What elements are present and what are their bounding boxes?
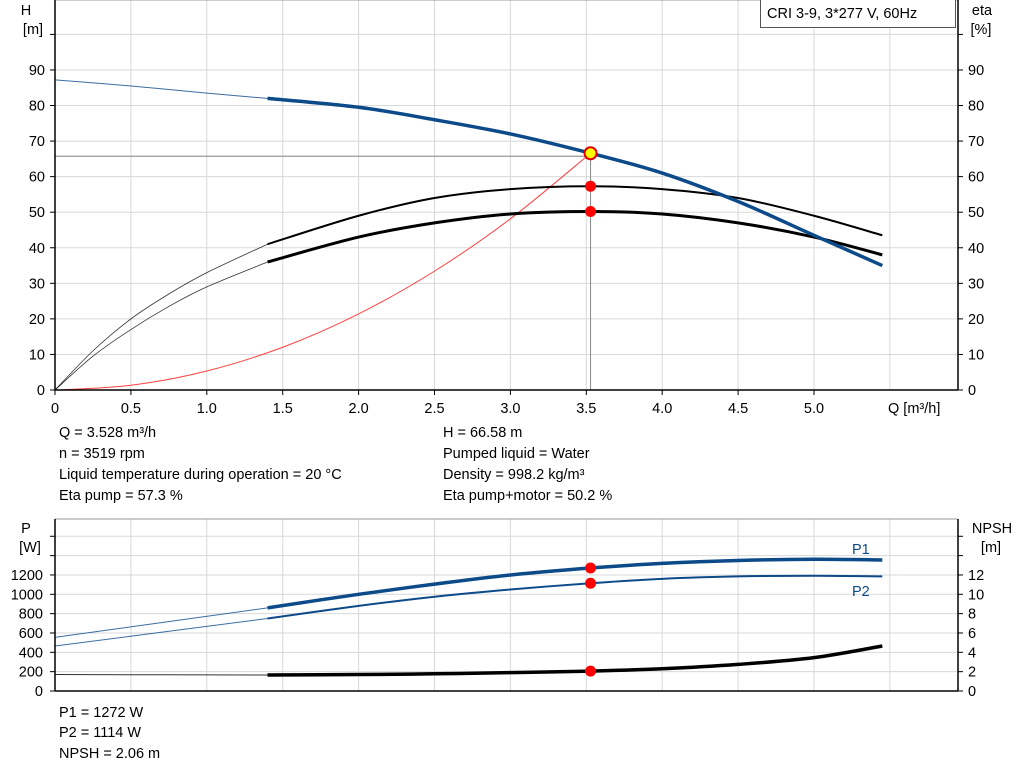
x-tick-label: 3.5 (576, 401, 596, 417)
npsh-tick-label: 4 (968, 645, 976, 661)
p-tick-label: 400 (19, 645, 43, 661)
p2-curve (267, 574, 883, 620)
system-curve (54, 152, 591, 391)
p2-curve-extrapolated (54, 617, 268, 647)
axis-labels: H [m] eta [%] Q [m³/h] P [W] NPSH [m] P1… (19, 3, 1012, 600)
x-tick-label: 5.0 (804, 401, 824, 417)
pump-model-title: CRI 3-9, 3*277 V, 60Hz (767, 6, 918, 22)
eta-pump-curve-extrapolated (54, 243, 268, 391)
p-tick-label: 0 (35, 684, 43, 700)
p2-series-label: P2 (852, 584, 870, 600)
curves (54, 79, 884, 677)
x-tick-label: 1.5 (273, 401, 293, 417)
eta-axis-name: eta (972, 3, 993, 19)
npsh-axis-name: NPSH (972, 521, 1012, 537)
x-tick-label: 4.5 (728, 401, 748, 417)
h-tick-label: 30 (29, 276, 45, 292)
h-tick-label: 0 (37, 383, 45, 399)
info-eta-pump: Eta pump = 57.3 % (59, 488, 183, 504)
p-tick-label: 800 (19, 607, 43, 623)
eta-pump-point (585, 180, 597, 192)
npsh-curve (267, 644, 883, 677)
info-eta-pump-motor: Eta pump+motor = 50.2 % (443, 488, 613, 504)
eta-tick-label: 10 (968, 347, 984, 363)
info-liquid: Pumped liquid = Water (443, 446, 590, 462)
npsh-tick-label: 10 (968, 587, 984, 603)
info-density: Density = 998.2 kg/m³ (443, 467, 585, 483)
eta-tick-label: 90 (968, 63, 984, 79)
x-tick-label: 4.0 (652, 401, 672, 417)
p-axis-unit: [W] (19, 540, 41, 556)
head-curve-extrapolated (54, 79, 268, 99)
p-tick-label: 600 (19, 626, 43, 642)
npsh-tick-label: 2 (968, 665, 976, 681)
p-tick-label: 1000 (11, 587, 43, 603)
eta-tick-label: 70 (968, 134, 984, 150)
eta-tick-label: 40 (968, 241, 984, 257)
eta-axis-unit: [%] (971, 22, 992, 38)
p1-point (585, 562, 597, 574)
eta-tick-label: 60 (968, 170, 984, 186)
bottom-chart-grid (55, 519, 958, 691)
npsh-tick-label: 6 (968, 626, 976, 642)
eta-pump-motor-point (585, 205, 597, 217)
eta-tick-label: 0 (968, 383, 976, 399)
p-tick-label: 1200 (11, 568, 43, 584)
h-axis-name: H (21, 3, 31, 19)
info-p2: P2 = 1114 W (59, 725, 142, 741)
duty-point (583, 146, 598, 161)
h-axis-unit: [m] (23, 22, 43, 38)
p1-series-label: P1 (852, 542, 870, 558)
eta-pump-motor-curve-extrapolated (54, 261, 268, 391)
p-tick-label: 200 (19, 665, 43, 681)
legend-box: CRI 3-9, 3*277 V, 60Hz (760, 0, 956, 28)
info-flow: Q = 3.528 m³/h (59, 425, 157, 441)
npsh-tick-label: 0 (968, 684, 976, 700)
eta-tick-label: 30 (968, 276, 984, 292)
top-chart-grid (55, 0, 958, 390)
h-tick-label: 60 (29, 170, 45, 186)
info-head: H = 66.58 m (443, 425, 523, 441)
info-p1: P1 = 1272 W (59, 705, 144, 721)
h-tick-label: 50 (29, 205, 45, 221)
h-tick-label: 70 (29, 134, 45, 150)
npsh-axis-unit: [m] (981, 540, 1001, 556)
x-tick-label: 3.0 (500, 401, 520, 417)
info-speed: n = 3519 rpm (59, 446, 145, 462)
h-tick-label: 10 (29, 347, 45, 363)
eta-tick-label: 20 (968, 312, 984, 328)
p1-curve-extrapolated (54, 607, 268, 638)
p2-point (585, 577, 597, 589)
x-tick-label: 2.0 (349, 401, 369, 417)
npsh-tick-label: 8 (968, 607, 976, 623)
head-curve (267, 96, 884, 268)
h-tick-label: 90 (29, 63, 45, 79)
eta-tick-label: 50 (968, 205, 984, 221)
h-tick-label: 80 (29, 99, 45, 115)
npsh-point (585, 665, 597, 677)
h-tick-label: 40 (29, 241, 45, 257)
p-axis-name: P (21, 521, 31, 537)
h-tick-label: 20 (29, 312, 45, 328)
x-tick-label: 0.5 (121, 401, 141, 417)
x-tick-label: 1.0 (197, 401, 217, 417)
eta-tick-label: 80 (968, 99, 984, 115)
npsh-tick-label: 12 (968, 568, 984, 584)
operating-points (583, 146, 598, 677)
x-tick-label: 0 (51, 401, 59, 417)
info-npsh: NPSH = 2.06 m (59, 746, 161, 762)
q-axis-label: Q [m³/h] (888, 401, 940, 417)
x-tick-label: 2.5 (424, 401, 444, 417)
eta-pump-motor-curve (267, 209, 883, 264)
info-temperature: Liquid temperature during operation = 20… (59, 467, 342, 483)
